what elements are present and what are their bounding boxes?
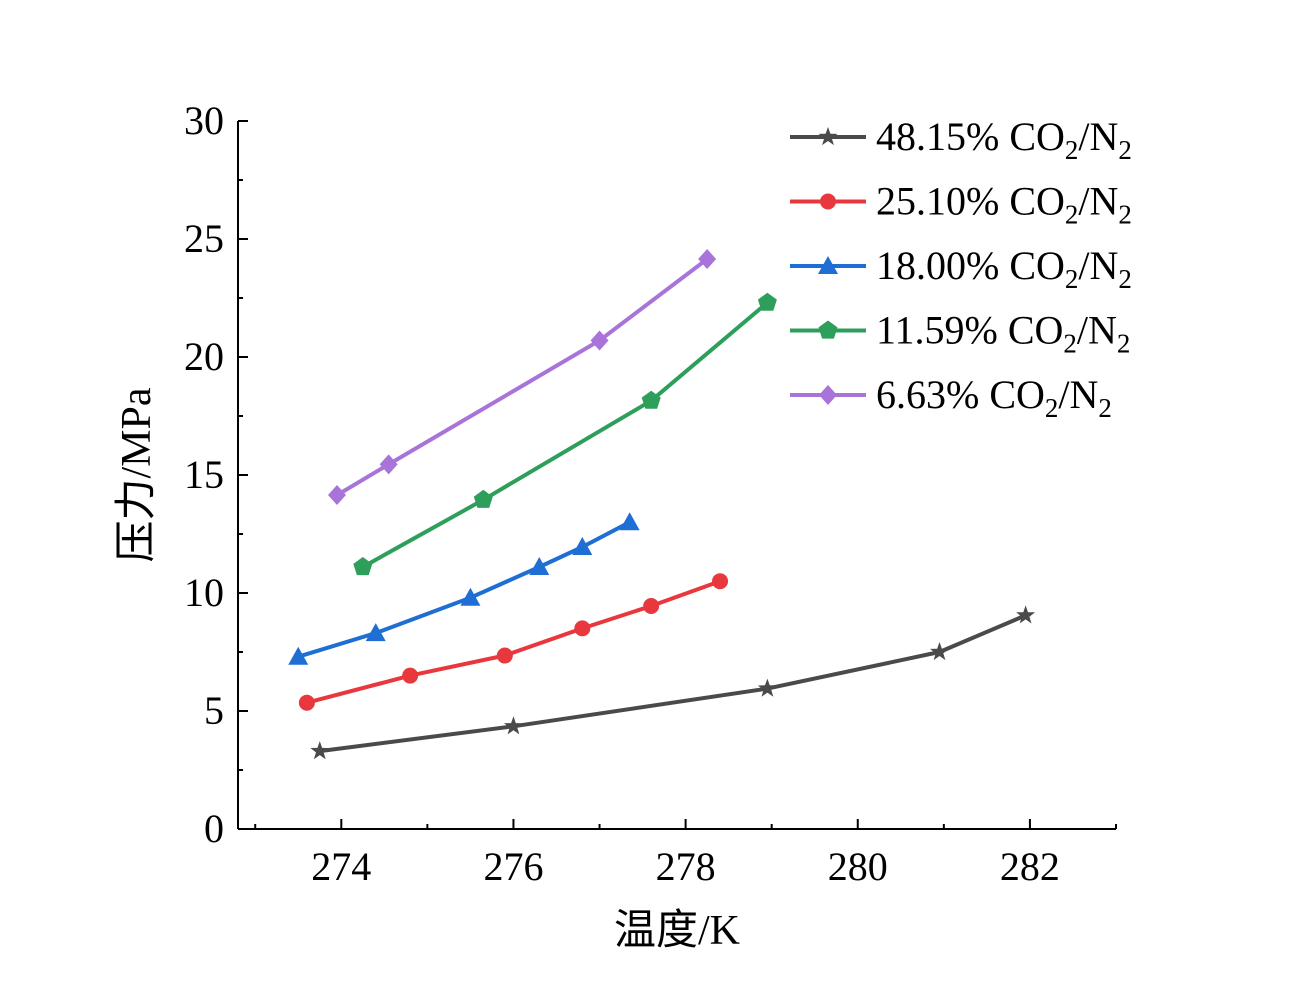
data-point [818,256,838,274]
legend-text-part: 6.63% CO [876,372,1045,417]
data-point [503,716,523,735]
x-tick-label: 274 [311,844,371,889]
legend-text-part: 48.15% CO [876,114,1065,159]
data-point [365,623,386,642]
data-point [757,292,777,311]
legend-subscript: 2 [1045,393,1059,423]
data-point [712,573,729,590]
legend-item: 48.15% CO2/N2 [790,114,1132,165]
series-3 [288,512,640,665]
data-point [288,646,309,665]
x-tick-label: 282 [1000,844,1060,889]
x-axis-title: 温度/K [614,908,740,954]
data-point [643,597,660,614]
data-point [818,127,838,146]
series-line [335,257,709,497]
legend-subscript: 2 [1063,329,1077,359]
series-line [319,613,1027,754]
x-tick-label: 276 [483,844,543,889]
data-point [757,678,777,697]
legend-item: 11.59% CO2/N2 [790,308,1130,359]
x-tick-label: 280 [828,844,888,889]
data-point [379,454,398,475]
data-point [496,647,513,664]
data-point [1016,605,1036,624]
legend-subscript: 2 [1118,264,1132,294]
legend-label: 18.00% CO2/N2 [876,243,1132,294]
data-point [298,694,315,711]
legend-text-part: /N [1078,114,1118,159]
data-point [572,536,593,555]
series-1 [310,605,1036,760]
legend-label: 6.63% CO2/N2 [876,372,1112,423]
y-tick-label: 5 [204,688,224,733]
legend-label: 25.10% CO2/N2 [876,179,1132,230]
y-tick-label: 30 [184,98,224,143]
series-line [361,301,769,569]
data-point [698,249,717,270]
series-line [306,579,721,705]
data-point [473,489,493,508]
legend-subscript: 2 [1117,329,1131,359]
legend-item: 6.63% CO2/N2 [790,372,1112,423]
series-2 [298,573,729,711]
y-axis-title: 压力/MPa [114,387,160,562]
data-point [820,193,836,210]
data-point [641,390,661,409]
legend-item: 25.10% CO2/N2 [790,179,1132,230]
data-point [619,512,640,531]
data-point [402,667,419,684]
series-4 [353,292,777,576]
legend-subscript: 2 [1118,200,1132,230]
ticks: 0 5 10 15 20 25 30 274 276 278 280 282 [184,98,1117,889]
legend-text-part: 18.00% CO [876,243,1065,288]
legend-text-part: /N [1058,372,1098,417]
series-5 [327,249,717,506]
data-point [353,557,373,576]
y-tick-label: 20 [184,334,224,379]
series-layer [288,249,1036,760]
legend-text-part: /N [1078,179,1118,224]
legend-text-part: 11.59% CO [876,308,1063,353]
legend-item: 18.00% CO2/N2 [790,243,1132,294]
legend-subscript: 2 [1065,264,1079,294]
legend-subscript: 2 [1118,135,1132,165]
legend-text-part: /N [1077,308,1117,353]
legend-text-part: /N [1078,243,1118,288]
legend-subscript: 2 [1065,200,1079,230]
x-tick-label: 278 [656,844,716,889]
data-point [818,320,838,339]
data-point [460,587,481,606]
y-tick-label: 15 [184,452,224,497]
data-point [590,330,609,351]
legend-text-part: 25.10% CO [876,179,1065,224]
data-point [310,741,330,760]
legend-label: 11.59% CO2/N2 [876,308,1130,359]
data-point [574,620,591,637]
y-tick-label: 25 [184,216,224,261]
legend-subscript: 2 [1098,393,1112,423]
y-tick-label: 0 [204,806,224,851]
data-point [930,642,949,661]
series-line [297,520,631,659]
data-point [529,557,550,576]
legend-label: 48.15% CO2/N2 [876,114,1132,165]
data-point [327,485,346,506]
data-point [819,385,837,405]
y-tick-label: 10 [184,570,224,615]
legend-subscript: 2 [1065,135,1079,165]
